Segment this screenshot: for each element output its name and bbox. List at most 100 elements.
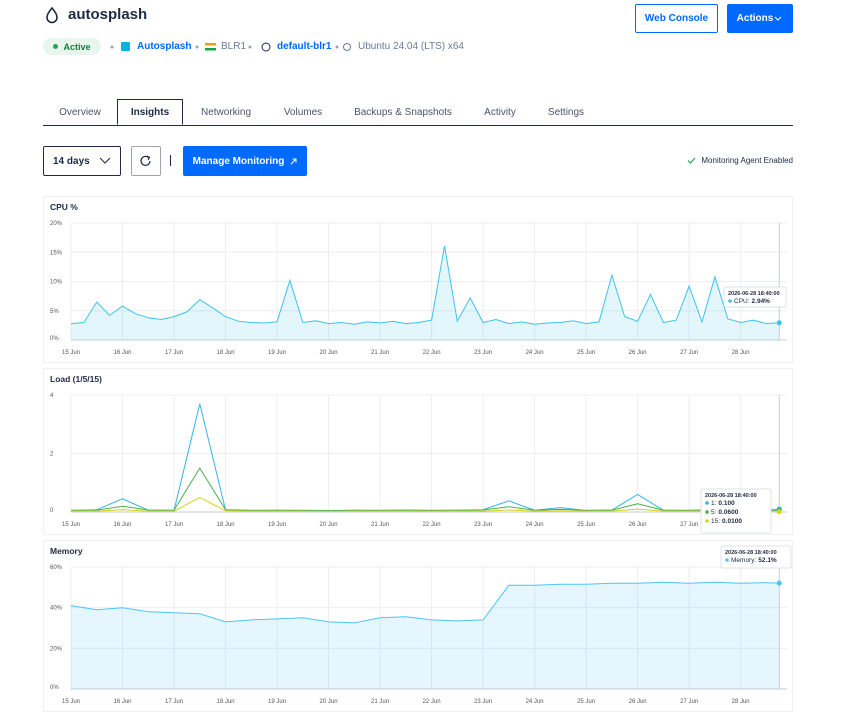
- tooltip-time: 2026-06-28 18:40:00: [728, 291, 780, 297]
- range-dropdown[interactable]: 14 days: [43, 146, 121, 176]
- tooltip-label: 1:: [711, 500, 717, 507]
- actions-button[interactable]: Actions: [727, 4, 793, 33]
- y-tick-label: 4: [50, 393, 54, 399]
- refresh-button[interactable]: [131, 146, 161, 176]
- manage-label: Manage Monitoring: [192, 155, 285, 167]
- y-tick-label: 0%: [50, 685, 59, 691]
- y-tick-label: 2: [50, 452, 54, 458]
- x-tick-label: 17 Jun: [165, 350, 183, 356]
- chart: Load (1/5/15) 0 2 4 15 Jun 16 Jun 17 Jun 18 Jun…: [50, 374, 787, 534]
- chart-panel: Load (1/5/15) 0 2 4 15 Jun 16 Jun 17 Jun 18 Jun…: [43, 368, 793, 535]
- meta-icons: [110, 42, 351, 52]
- actions-label: Actions: [736, 13, 774, 24]
- droplet-icon: [46, 6, 58, 24]
- x-tick-label: 26 Jun: [629, 522, 647, 528]
- y-tick-label: 10%: [50, 280, 63, 286]
- tooltip-label: CPU:: [734, 298, 750, 305]
- separator: [170, 155, 171, 166]
- tab-active[interactable]: Insights: [117, 99, 183, 125]
- tooltip-text: 5: 0.0600: [711, 509, 739, 516]
- x-tick-label: 25 Jun: [577, 522, 595, 528]
- range-label: 14 days: [53, 155, 90, 167]
- tooltip-box: [700, 488, 772, 534]
- tab[interactable]: Settings: [547, 107, 585, 118]
- hover-point: [776, 320, 782, 326]
- tooltip-value: 52.1%: [758, 557, 777, 564]
- y-tick-label: 60%: [50, 565, 63, 571]
- x-tick-label: 23 Jun: [474, 522, 492, 528]
- line: [71, 467, 780, 512]
- vpc-link[interactable]: default-blr1: [277, 41, 332, 52]
- chart-title: Memory: [50, 546, 83, 556]
- x-tick-label: 16 Jun: [114, 350, 132, 356]
- x-tick-label: 21 Jun: [371, 350, 389, 356]
- external-icon: [290, 158, 297, 164]
- tooltip-box: [720, 545, 792, 569]
- y-tick-label: 0%: [50, 336, 59, 342]
- x-tick-label: 20 Jun: [320, 522, 338, 528]
- tooltip-time: 2026-06-28 18:40:00: [725, 550, 777, 556]
- refresh-icon: [140, 155, 151, 166]
- chart: Memory 0% 20% 40% 60% 15 Jun 16 Jun 17 Jun 18 Ju…: [50, 545, 792, 705]
- x-tick-label: 26 Jun: [629, 699, 647, 705]
- x-tick-label: 25 Jun: [577, 699, 595, 705]
- tooltip-label: Memory:: [731, 557, 756, 564]
- agent-status: Monitoring Agent Enabled: [600, 156, 793, 165]
- y-tick-label: 5%: [50, 309, 59, 315]
- tooltip-text: Memory: 52.1%: [731, 557, 777, 564]
- tab[interactable]: Volumes: [283, 107, 323, 118]
- project-link[interactable]: Autosplash: [137, 41, 192, 52]
- tooltip-dot: [725, 558, 729, 562]
- tooltip-text: 1: 0.100: [711, 500, 735, 507]
- y-tick-label: 0: [50, 508, 54, 514]
- x-tick-label: 21 Jun: [371, 699, 389, 705]
- x-tick-label: 26 Jun: [629, 350, 647, 356]
- manage-monitoring-button[interactable]: Manage Monitoring: [183, 146, 307, 176]
- chart-title: CPU %: [50, 202, 78, 212]
- x-tick-label: 20 Jun: [320, 350, 338, 356]
- tooltip-value: 0.0100: [722, 518, 742, 525]
- x-tick-label: 17 Jun: [165, 699, 183, 705]
- x-tick-label: 17 Jun: [165, 522, 183, 528]
- x-tick-label: 28 Jun: [732, 350, 750, 356]
- x-tick-label: 27 Jun: [680, 522, 698, 528]
- x-tick-label: 15 Jun: [62, 699, 80, 705]
- x-tick-label: 22 Jun: [423, 699, 441, 705]
- chart: CPU % 0% 5% 10% 15% 20% 15 Jun 16 Jun 17 Jun 18 J…: [50, 202, 787, 356]
- area: [71, 582, 780, 689]
- hover-point: [776, 580, 782, 586]
- status-dot: [53, 44, 59, 49]
- tab[interactable]: Networking: [200, 107, 252, 118]
- status-pill: Active: [43, 38, 101, 55]
- x-tick-label: 22 Jun: [423, 522, 441, 528]
- web-console-button[interactable]: Web Console: [635, 4, 718, 33]
- x-tick-label: 18 Jun: [217, 350, 235, 356]
- x-tick-label: 27 Jun: [680, 350, 698, 356]
- tab[interactable]: Overview: [59, 107, 101, 118]
- status-label: Active: [63, 41, 91, 52]
- y-tick-label: 15%: [50, 250, 63, 256]
- line: [70, 403, 780, 512]
- tab[interactable]: Backups & Snapshots: [354, 107, 452, 118]
- tooltip-dot: [728, 299, 732, 303]
- tooltip-box: [723, 286, 787, 308]
- x-tick-label: 28 Jun: [732, 699, 750, 705]
- tab[interactable]: Activity: [484, 107, 516, 118]
- tooltip-time: 2026-06-28 18:40:00: [705, 493, 757, 499]
- tooltip-label: 5:: [711, 509, 717, 516]
- x-tick-label: 23 Jun: [474, 350, 492, 356]
- x-tick-label: 27 Jun: [680, 699, 698, 705]
- tooltip-dot: [705, 510, 709, 514]
- tooltip-text: CPU: 2.94%: [734, 298, 770, 305]
- x-tick-label: 21 Jun: [371, 522, 389, 528]
- y-tick-label: 20%: [50, 221, 63, 227]
- line: [71, 496, 780, 513]
- line: [70, 581, 780, 624]
- line: [70, 245, 780, 325]
- x-tick-label: 19 Jun: [268, 350, 286, 356]
- chart-panel: CPU % 0% 5% 10% 15% 20% 15 Jun 16 Jun 17 Jun 18 J…: [43, 196, 793, 363]
- x-tick-label: 24 Jun: [526, 350, 544, 356]
- x-tick-label: 18 Jun: [217, 699, 235, 705]
- x-tick-label: 19 Jun: [268, 522, 286, 528]
